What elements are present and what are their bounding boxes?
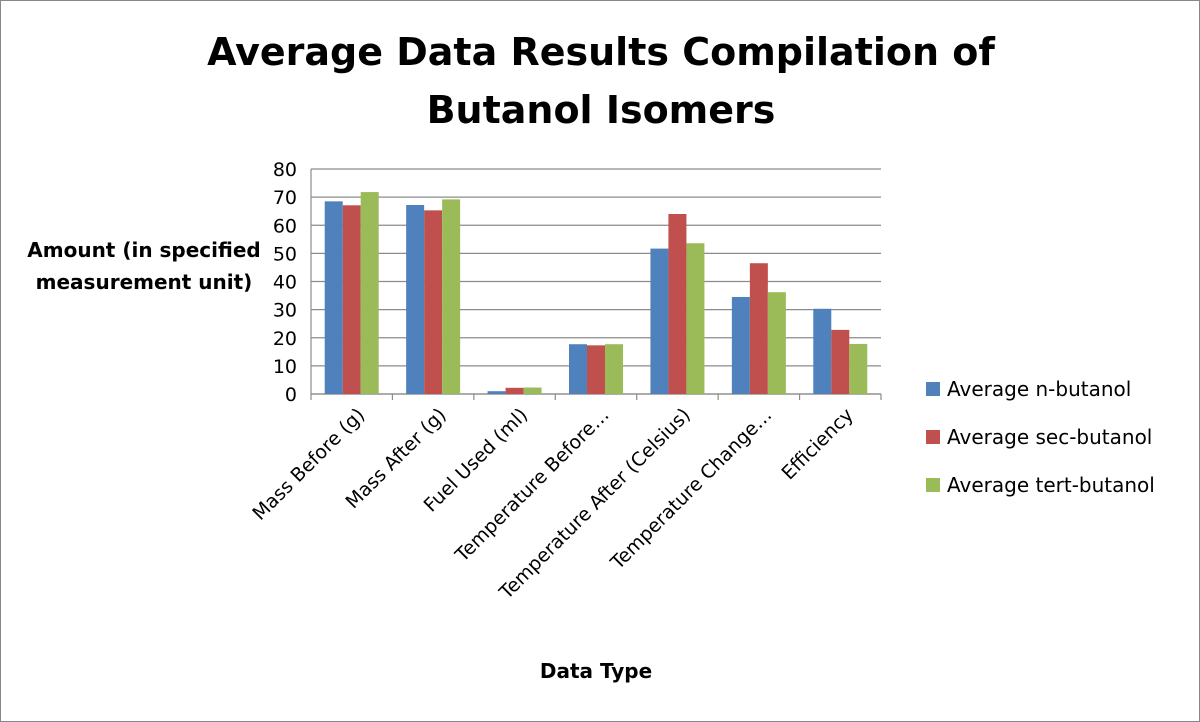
bar-average-tert-butanol bbox=[767, 292, 786, 394]
x-axis-label: Data Type bbox=[539, 659, 653, 683]
bar-average-n-butanol bbox=[731, 296, 750, 394]
legend-label: Average sec-butanol bbox=[947, 425, 1153, 449]
y-tick-label: 80 bbox=[273, 159, 297, 181]
chart-title: Average Data Results Compilation of Buta… bbox=[207, 30, 995, 132]
bar-average-tert-butanol bbox=[442, 199, 461, 394]
bar-average-n-butanol bbox=[813, 308, 832, 394]
legend-item: Average n-butanol bbox=[926, 365, 1155, 413]
bar-average-n-butanol bbox=[569, 344, 587, 394]
y-tick-label: 70 bbox=[273, 187, 297, 209]
legend-swatch bbox=[926, 382, 940, 396]
legend-item: Average sec-butanol bbox=[926, 413, 1155, 461]
x-tick-label: Temperature Before… bbox=[451, 404, 614, 567]
x-tick-label: Temperature Change… bbox=[606, 404, 777, 575]
bar-average-tert-butanol bbox=[686, 243, 705, 394]
bar-average-n-butanol bbox=[406, 205, 425, 394]
legend: Average n-butanol Average sec-butanol Aver… bbox=[926, 365, 1155, 509]
y-tick-label: 10 bbox=[273, 356, 297, 378]
bar-average-sec-butanol bbox=[831, 329, 850, 394]
bar-average-sec-butanol bbox=[505, 387, 524, 394]
bar-average-tert-butanol bbox=[849, 343, 868, 394]
y-tick-label: 20 bbox=[273, 328, 297, 350]
bar-average-sec-butanol bbox=[342, 205, 361, 394]
legend-item: Average tert-butanol bbox=[926, 461, 1155, 509]
x-tick-label: Efficiency bbox=[778, 404, 858, 484]
y-tick-label: 50 bbox=[273, 243, 297, 265]
y-axis-label: Amount (in specified measurement unit) bbox=[27, 238, 261, 294]
legend-swatch bbox=[926, 430, 940, 444]
legend-swatch bbox=[926, 478, 940, 492]
y-tick-label: 40 bbox=[273, 272, 297, 294]
legend-label: Average n-butanol bbox=[947, 377, 1132, 401]
bar-average-n-butanol bbox=[487, 391, 506, 394]
bar-average-sec-butanol bbox=[668, 214, 687, 394]
bar-average-n-butanol bbox=[650, 248, 669, 394]
bar-average-tert-butanol bbox=[523, 387, 542, 394]
bar-average-sec-butanol bbox=[424, 210, 443, 394]
bar-average-sec-butanol bbox=[587, 345, 605, 394]
y-tick-label: 30 bbox=[273, 300, 297, 322]
legend-label: Average tert-butanol bbox=[947, 473, 1155, 497]
bar-average-n-butanol bbox=[324, 201, 343, 394]
y-tick-label: 60 bbox=[273, 215, 297, 237]
bar-average-tert-butanol bbox=[360, 192, 379, 394]
bar-average-sec-butanol bbox=[749, 263, 768, 394]
y-tick-label: 0 bbox=[285, 384, 297, 406]
bar-average-tert-butanol bbox=[605, 344, 623, 394]
